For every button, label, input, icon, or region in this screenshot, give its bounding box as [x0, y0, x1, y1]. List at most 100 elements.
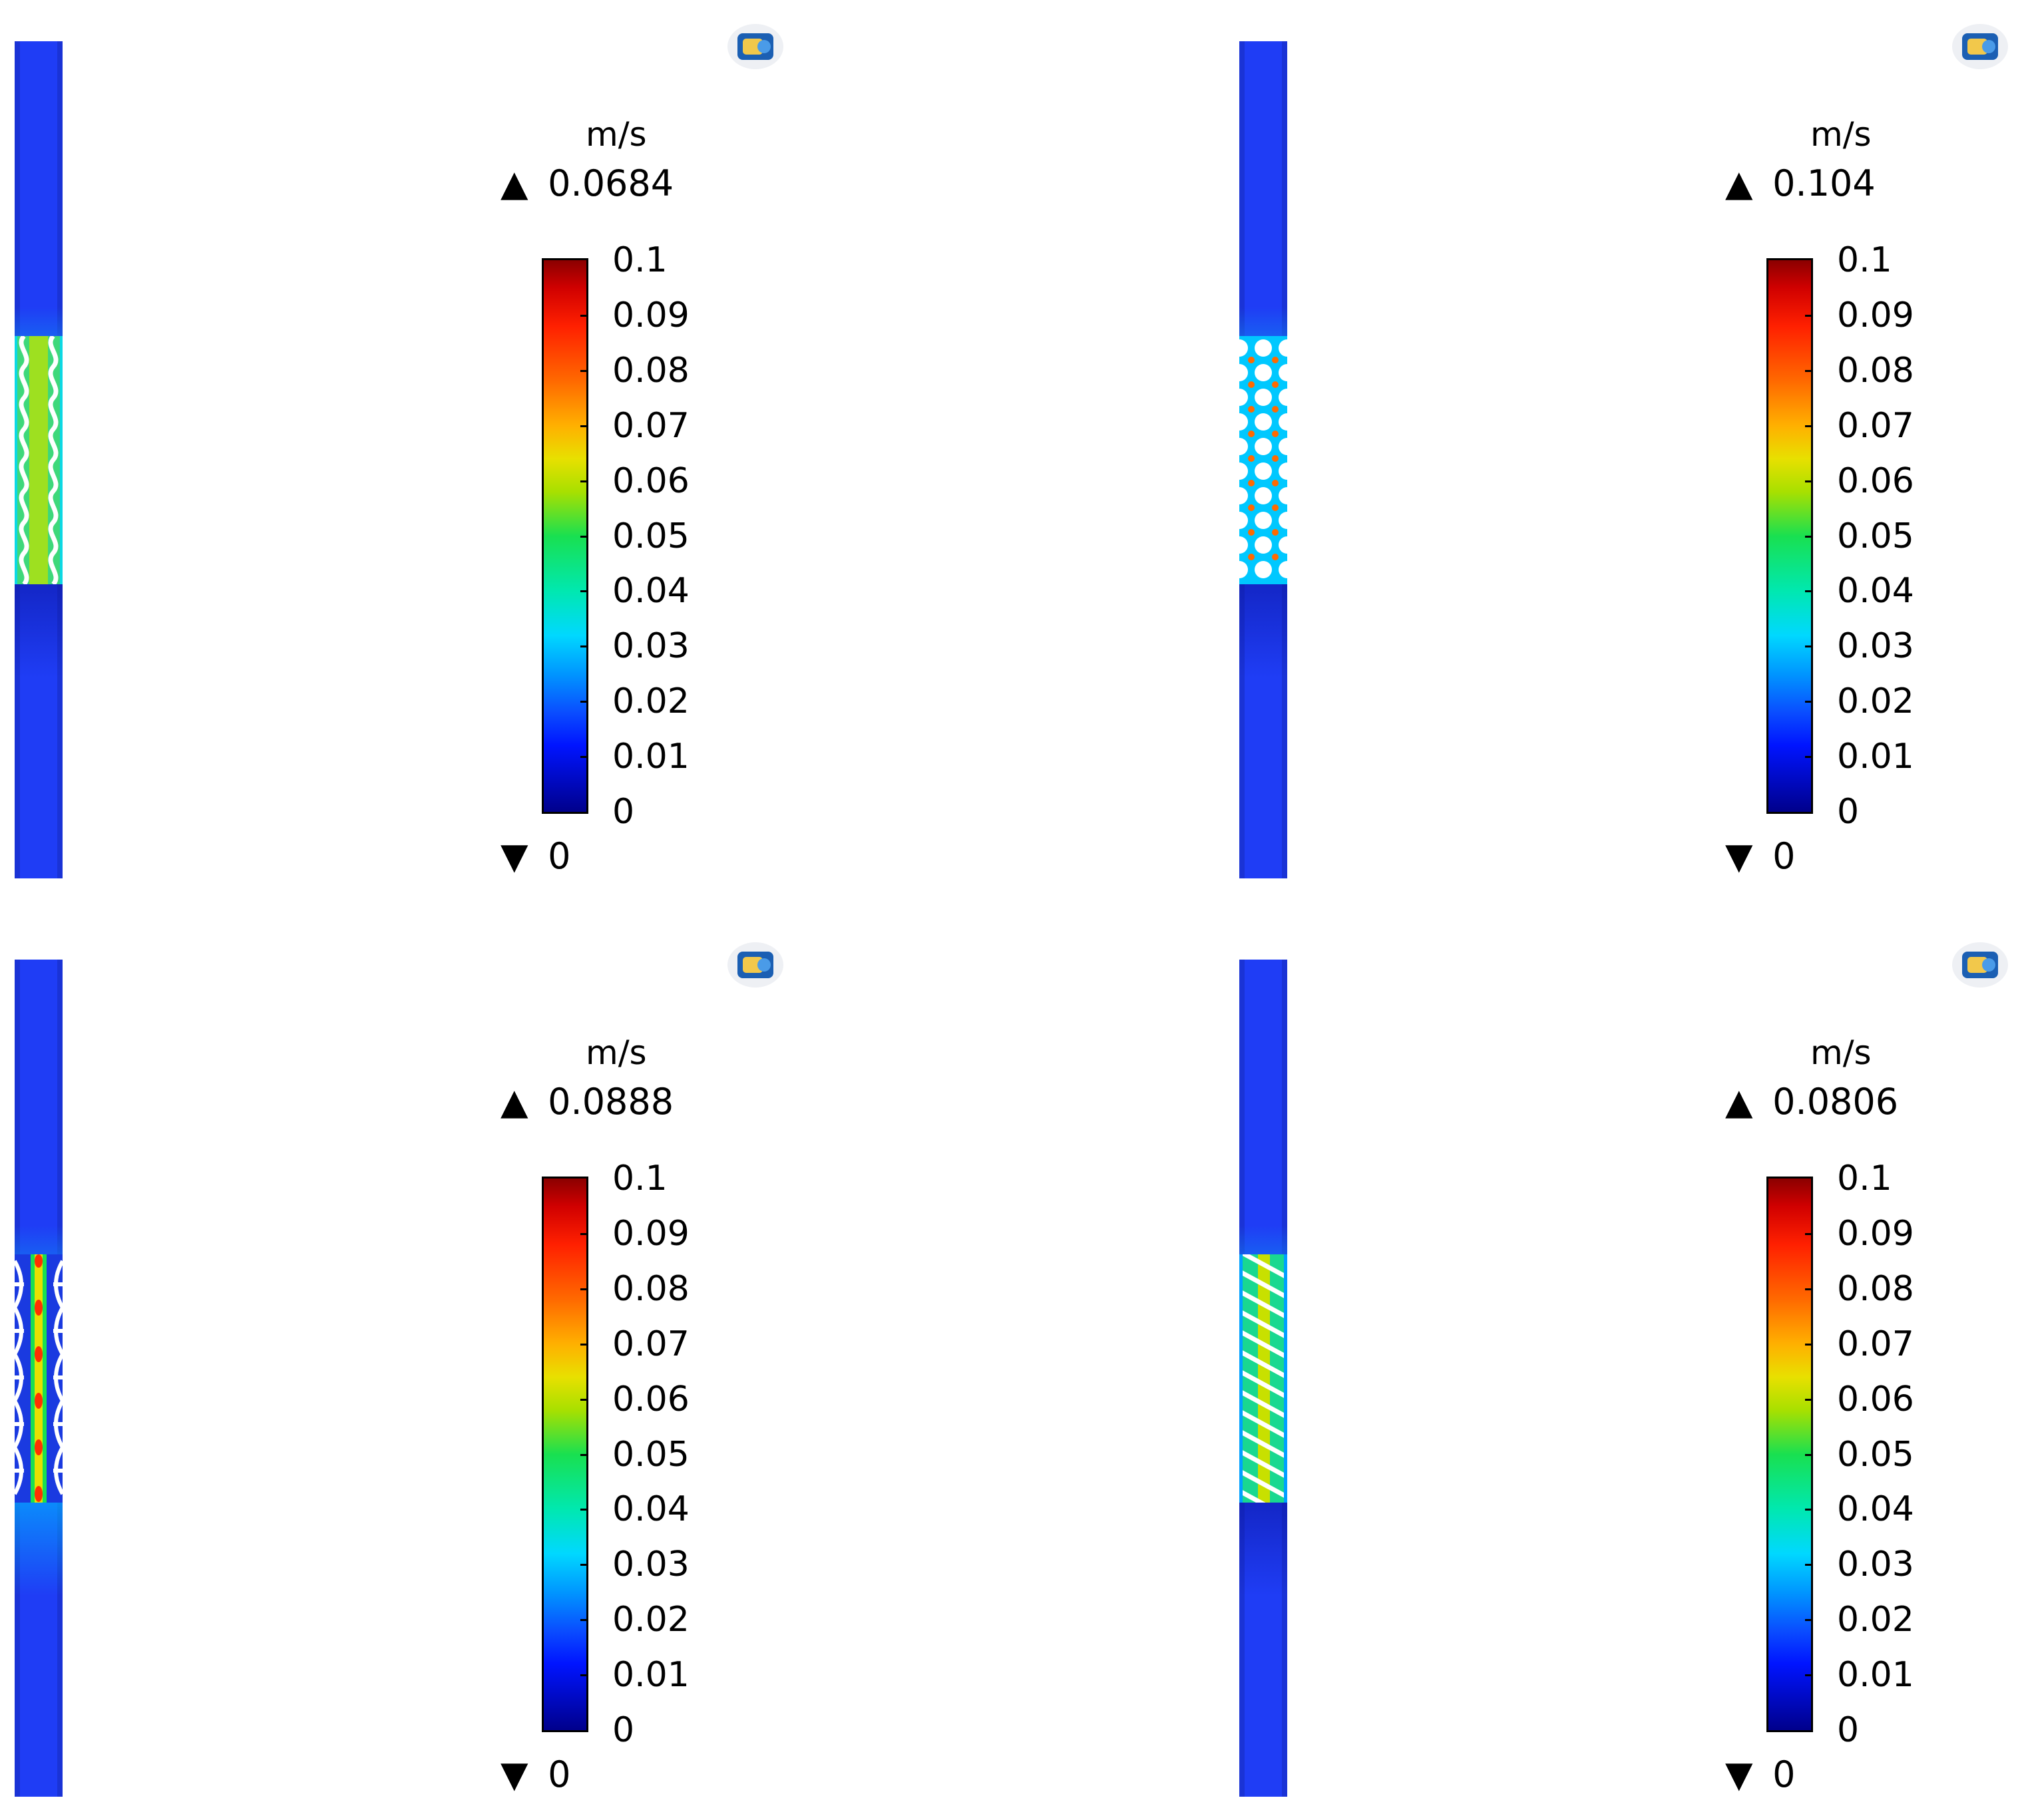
obstacle-zone-diagonal: [1239, 1248, 1287, 1520]
colorbar-tick: [580, 314, 588, 317]
colorbar-tick: [1805, 1288, 1813, 1290]
colorbar-tick-label: 0.09: [1837, 1213, 1914, 1254]
up-triangle-icon: ▲: [1725, 1081, 1753, 1123]
colorbar-tick: [1805, 425, 1813, 427]
colorbar-tick-label: 0: [1837, 1710, 1860, 1750]
colorbar-tick-label: 0.09: [1837, 295, 1914, 335]
colorbar-tick-label: 0.06: [1837, 1379, 1914, 1419]
colorbar-tick: [1805, 1509, 1813, 1511]
colorbar-tick: [1805, 369, 1813, 372]
wake-gradient: [1239, 584, 1287, 677]
inlet-gradient: [1239, 307, 1287, 336]
min-value-label: 0: [548, 835, 571, 877]
colorbar-tick: [580, 1232, 588, 1235]
colorbar-tick: [1805, 535, 1813, 538]
colorbar-tick: [580, 1619, 588, 1622]
colorbar-tick: [580, 1288, 588, 1290]
colorbar-tick: [580, 1453, 588, 1456]
wake-gradient: [15, 584, 63, 677]
colorbar-tick-label: 0.07: [612, 1324, 690, 1364]
colorbar-tick-label: 0.1: [1837, 240, 1892, 280]
colorbar-tick-label: 0.07: [1837, 1324, 1914, 1364]
min-value-label: 0: [1772, 835, 1796, 877]
down-triangle-icon: ▼: [501, 1753, 528, 1795]
inlet-gradient: [15, 1226, 63, 1254]
colorbar-tick: [1805, 756, 1813, 759]
max-value-marker: ▲ 0.104: [1725, 162, 1876, 205]
panel-circles: m/s ▲ 0.104 ▼ 0 0.1 0.09 0.08 0.07 0.06 0.05 0…: [1225, 0, 2030, 902]
colorbar-tick-label: 0.09: [612, 1213, 690, 1254]
colorbar-tick-label: 0.01: [612, 737, 690, 777]
obstacle-zone-half-circles: [15, 1254, 63, 1503]
colorbar-unit: m/s: [586, 115, 647, 154]
colorbar-tick-label: 0.1: [612, 240, 668, 280]
colorbar-tick: [1805, 1453, 1813, 1456]
colorbar-unit: m/s: [1810, 115, 1872, 154]
colorbar-tick: [1805, 480, 1813, 482]
colorbar-tick-label: 0.02: [612, 1600, 690, 1640]
colorbar: [1766, 1177, 1813, 1732]
min-value-label: 0: [1772, 1753, 1796, 1795]
obstacle-zone-wavy: [15, 334, 63, 586]
colorbar-tick: [1805, 1674, 1813, 1677]
colorbar-tick: [580, 1509, 588, 1511]
colorbar-tick-label: 0.02: [1837, 681, 1914, 722]
comsol-logo-icon: [725, 21, 785, 72]
max-value-label: 0.0806: [1772, 1081, 1899, 1123]
max-value-label: 0.0684: [548, 162, 674, 204]
colorbar-tick: [580, 645, 588, 648]
up-triangle-icon: ▲: [1725, 162, 1753, 204]
colorbar-tick-label: 0.1: [612, 1159, 668, 1198]
colorbar-tick: [1805, 701, 1813, 703]
colorbar: [1766, 258, 1813, 814]
colorbar-tick: [580, 480, 588, 482]
colorbar-tick-label: 0.02: [1837, 1600, 1914, 1640]
colorbar-tick-label: 0.08: [1837, 350, 1914, 391]
colorbar-tick: [580, 1398, 588, 1401]
up-triangle-icon: ▲: [501, 1081, 528, 1123]
velocity-field-channel: [15, 41, 63, 878]
comsol-logo-icon: [1950, 940, 2010, 990]
colorbar-unit: m/s: [1810, 1033, 1872, 1072]
colorbar-tick-label: 0.05: [612, 1434, 690, 1475]
colorbar-tick-label: 0.02: [612, 681, 690, 722]
colorbar-tick-label: 0.07: [612, 405, 690, 446]
colorbar-tick-label: 0.08: [1837, 1268, 1914, 1309]
colorbar-tick-label: 0.08: [612, 1268, 690, 1309]
colorbar-tick: [1805, 1232, 1813, 1235]
colorbar-tick-label: 0.03: [612, 1545, 690, 1585]
colorbar-tick-label: 0.01: [1837, 1655, 1914, 1696]
colorbar-tick-label: 0.04: [1837, 1489, 1914, 1530]
panel-wavy: m/s ▲ 0.0684 ▼ 0 0.1 0.09 0.08 0.07 0.06 0.05…: [0, 0, 1015, 902]
comsol-logo-icon: [1950, 21, 2010, 72]
colorbar-tick-label: 0.03: [612, 626, 690, 667]
velocity-field-channel: [1239, 960, 1287, 1797]
min-value-marker: ▼ 0: [501, 835, 571, 878]
colorbar-tick-label: 0: [612, 1710, 635, 1750]
wake-gradient: [1239, 1503, 1287, 1596]
colorbar-unit: m/s: [586, 1033, 647, 1072]
colorbar-tick: [1805, 645, 1813, 648]
colorbar-tick-label: 0.03: [1837, 626, 1914, 667]
colorbar: [542, 1177, 588, 1732]
down-triangle-icon: ▼: [1725, 1753, 1753, 1795]
colorbar-tick: [1805, 590, 1813, 593]
inlet-gradient: [15, 307, 63, 336]
colorbar-tick-label: 0.04: [612, 571, 690, 612]
colorbar-tick-label: 0.08: [612, 350, 690, 391]
min-value-marker: ▼ 0: [501, 1753, 571, 1796]
colorbar-tick: [1805, 314, 1813, 317]
up-triangle-icon: ▲: [501, 162, 528, 204]
colorbar-tick-label: 0.06: [1837, 460, 1914, 501]
down-triangle-icon: ▼: [1725, 835, 1753, 877]
down-triangle-icon: ▼: [501, 835, 528, 877]
colorbar-tick: [1805, 1619, 1813, 1622]
colorbar-tick: [580, 425, 588, 427]
colorbar-tick: [1805, 1564, 1813, 1566]
colorbar-tick-label: 0.06: [612, 460, 690, 501]
panel-half-circles: m/s ▲ 0.0888 ▼ 0 0.1 0.09 0.08 0.07 0.06 0.05…: [0, 918, 1015, 1820]
colorbar-tick: [1805, 1398, 1813, 1401]
max-value-marker: ▲ 0.0888: [501, 1081, 674, 1123]
panel-diagonal-stripes: m/s ▲ 0.0806 ▼ 0 0.1 0.09 0.08 0.07 0.06 0.05…: [1225, 918, 2030, 1820]
velocity-field-channel: [1239, 41, 1287, 878]
